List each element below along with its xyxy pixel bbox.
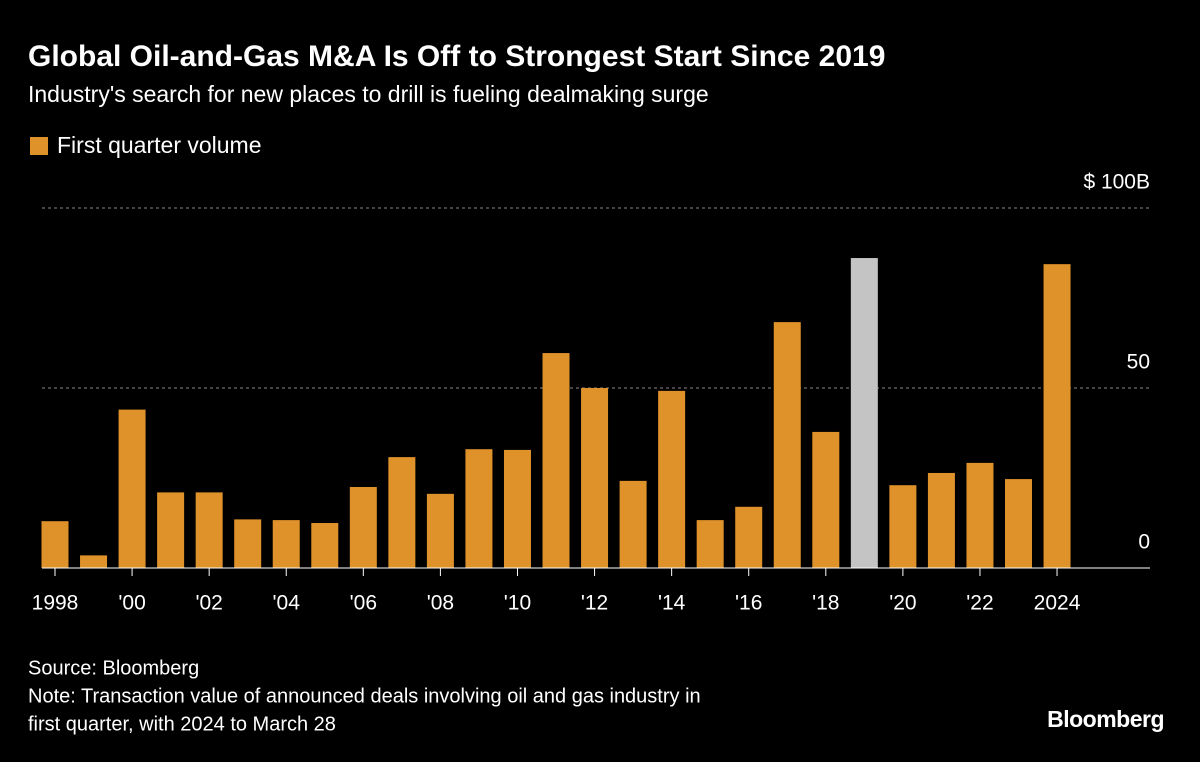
- bar: [1043, 264, 1071, 568]
- brand-logo: Bloomberg: [1047, 706, 1164, 732]
- x-tick-label: '10: [504, 592, 531, 615]
- x-tick-label: '08: [427, 592, 454, 615]
- bar: [619, 480, 647, 568]
- bar: [927, 472, 955, 568]
- x-tick-label: '14: [658, 592, 686, 615]
- x-tick-label: '22: [966, 592, 993, 615]
- x-tick-label: '12: [581, 592, 608, 615]
- chart-title: Global Oil-and-Gas M&A Is Off to Stronge…: [28, 40, 885, 73]
- bar: [542, 353, 570, 568]
- legend-label: First quarter volume: [57, 132, 262, 158]
- chart-subtitle: Industry's search for new places to dril…: [28, 81, 709, 107]
- bar: [272, 520, 300, 568]
- bar: [696, 520, 724, 568]
- y-tick-label: $ 100B: [1083, 171, 1150, 194]
- x-tick-label: '16: [735, 592, 762, 615]
- x-tick-label: '02: [195, 592, 222, 615]
- bar: [581, 388, 609, 568]
- bar: [850, 258, 878, 568]
- x-tick-label: '18: [812, 592, 839, 615]
- bar: [157, 492, 185, 568]
- bar: [388, 457, 416, 568]
- bar: [349, 487, 377, 568]
- y-tick-label: 50: [1127, 351, 1150, 374]
- bar: [773, 322, 801, 568]
- legend-swatch: [30, 137, 48, 155]
- bar: [80, 555, 108, 568]
- note: first quarter, with 2024 to March 28: [28, 713, 336, 735]
- bar: [311, 523, 339, 568]
- x-tick-label: '00: [118, 592, 145, 615]
- note: Note: Transaction value of announced dea…: [28, 685, 701, 707]
- bar: [234, 519, 262, 568]
- x-tick-label: 2024: [1034, 592, 1081, 615]
- bar: [735, 506, 763, 568]
- x-tick-label: '06: [350, 592, 377, 615]
- bar: [195, 492, 223, 568]
- bar: [41, 521, 69, 568]
- source: Source: Bloomberg: [28, 657, 199, 679]
- x-tick-label: 1998: [32, 592, 79, 615]
- y-tick-label: 0: [1138, 531, 1150, 554]
- bar: [966, 462, 994, 568]
- bar: [1005, 479, 1032, 568]
- bar: [658, 390, 686, 568]
- bar: [503, 449, 531, 568]
- bar: [118, 409, 146, 568]
- x-tick-label: '20: [889, 592, 916, 615]
- x-tick-label: '04: [273, 592, 301, 615]
- bar: [465, 449, 493, 568]
- bar: [889, 485, 917, 568]
- bar: [812, 431, 840, 568]
- bar: [426, 493, 454, 568]
